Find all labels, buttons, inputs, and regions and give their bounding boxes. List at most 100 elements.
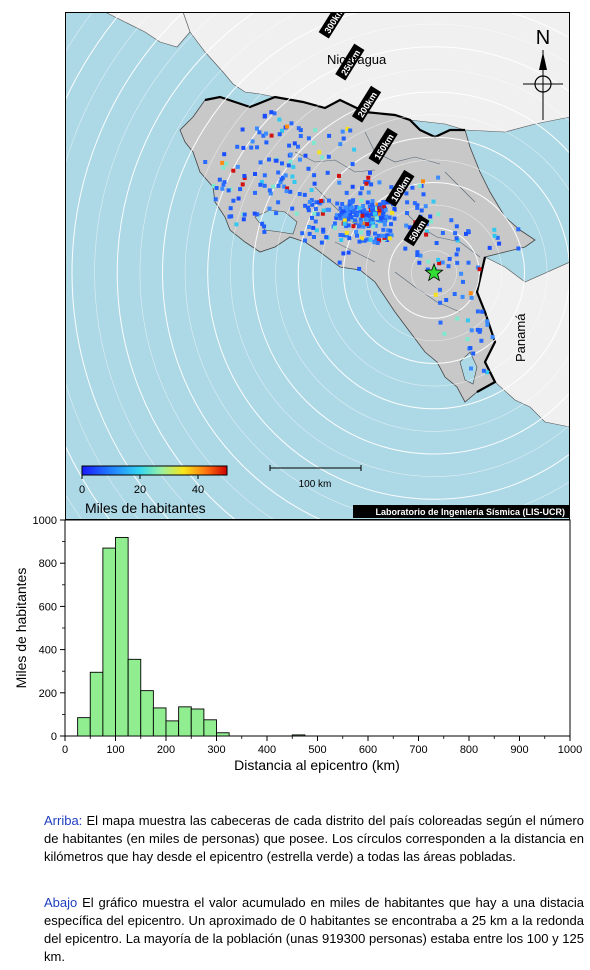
district-marker xyxy=(355,212,360,217)
district-marker xyxy=(361,224,366,229)
district-marker xyxy=(211,184,216,188)
district-marker xyxy=(497,241,502,246)
district-marker xyxy=(516,246,521,251)
district-marker xyxy=(241,217,246,222)
district-marker xyxy=(278,180,283,185)
northwest-coast xyxy=(104,12,191,48)
histogram-bar xyxy=(152,707,167,737)
district-marker xyxy=(213,197,218,202)
district-marker xyxy=(294,211,299,216)
histogram-bars xyxy=(77,536,306,737)
district-marker xyxy=(287,143,292,148)
district-marker xyxy=(354,229,359,234)
caption-bottom-lead: Abajo xyxy=(44,895,78,910)
district-marker xyxy=(296,144,300,149)
district-marker xyxy=(344,207,349,211)
x-tick-label: 700 xyxy=(409,744,427,756)
district-marker xyxy=(348,128,353,133)
district-marker xyxy=(438,300,443,305)
district-marker xyxy=(280,175,285,180)
district-marker xyxy=(235,144,240,149)
district-marker xyxy=(341,233,346,238)
district-marker xyxy=(271,184,276,189)
district-marker xyxy=(465,318,470,323)
district-marker xyxy=(377,208,382,213)
district-marker xyxy=(357,239,362,244)
district-marker xyxy=(392,216,397,221)
district-marker xyxy=(242,212,247,217)
histogram-bar xyxy=(77,717,91,737)
district-marker xyxy=(272,111,277,116)
district-marker xyxy=(386,228,391,233)
district-marker xyxy=(433,292,438,297)
district-marker xyxy=(384,214,389,219)
river-line xyxy=(444,171,476,203)
district-marker xyxy=(455,316,460,321)
district-marker xyxy=(354,205,359,210)
district-marker xyxy=(377,202,382,207)
colorbar-gradient xyxy=(81,465,228,476)
rivers xyxy=(294,131,481,313)
district-marker xyxy=(419,208,424,213)
district-marker xyxy=(460,294,465,299)
district-marker xyxy=(492,233,497,238)
district-marker xyxy=(459,271,464,276)
histogram-chart: 0 100 200 300 400 500 600 700 800 900 1000 0 200 400… xyxy=(13,515,582,773)
district-marker xyxy=(228,206,233,211)
district-marker xyxy=(236,196,241,201)
district-marker xyxy=(361,204,366,208)
credit-text: Laboratorio de Ingeniería Sísmica (LIS-U… xyxy=(375,507,565,517)
district-marker xyxy=(351,224,356,229)
district-marker xyxy=(298,157,302,162)
district-marker xyxy=(280,161,284,166)
district-marker xyxy=(262,173,267,178)
district-marker xyxy=(362,208,367,213)
district-marker xyxy=(358,208,363,213)
district-marker xyxy=(327,133,332,138)
district-marker xyxy=(373,223,378,228)
district-marker xyxy=(365,222,370,227)
district-marker xyxy=(341,136,346,141)
district-marker xyxy=(261,133,266,138)
district-marker xyxy=(389,233,394,238)
national-border-south xyxy=(475,256,497,393)
district-markers xyxy=(203,110,521,375)
district-marker xyxy=(369,212,374,217)
credit-box: Laboratorio de Ingeniería Sísmica (LIS-U… xyxy=(353,505,570,518)
district-marker xyxy=(495,235,500,240)
district-marker xyxy=(338,233,343,237)
district-marker xyxy=(334,215,339,220)
district-marker xyxy=(258,160,263,165)
district-marker xyxy=(368,170,372,175)
district-marker xyxy=(307,200,312,204)
histogram-bar xyxy=(102,547,116,737)
district-marker xyxy=(348,211,352,216)
district-marker xyxy=(436,212,441,217)
district-marker xyxy=(222,180,227,185)
district-marker xyxy=(229,214,234,219)
colorbar-tick-label: 20 xyxy=(134,484,146,496)
district-marker xyxy=(269,133,274,138)
district-marker xyxy=(316,200,321,205)
district-marker xyxy=(362,238,367,243)
distance-ring xyxy=(71,12,184,520)
district-marker xyxy=(360,186,364,191)
district-marker xyxy=(362,212,367,217)
district-marker xyxy=(220,186,225,191)
district-marker xyxy=(370,219,375,224)
district-marker xyxy=(262,114,267,119)
district-marker xyxy=(359,198,364,203)
district-marker xyxy=(355,233,359,238)
caption-top-text: El mapa muestra las cabeceras de cada di… xyxy=(44,813,584,864)
district-marker xyxy=(347,203,352,208)
district-marker xyxy=(333,225,337,230)
district-marker xyxy=(300,231,305,236)
colorbar-tick-label: 0 xyxy=(79,484,85,496)
district-marker xyxy=(421,179,425,184)
district-marker xyxy=(222,152,227,157)
x-axis-ticks: 0 100 200 300 400 500 600 700 800 900 1000 xyxy=(62,736,582,756)
district-marker xyxy=(255,145,259,150)
district-marker xyxy=(309,188,314,192)
district-marker xyxy=(259,179,264,184)
district-marker xyxy=(477,267,482,272)
